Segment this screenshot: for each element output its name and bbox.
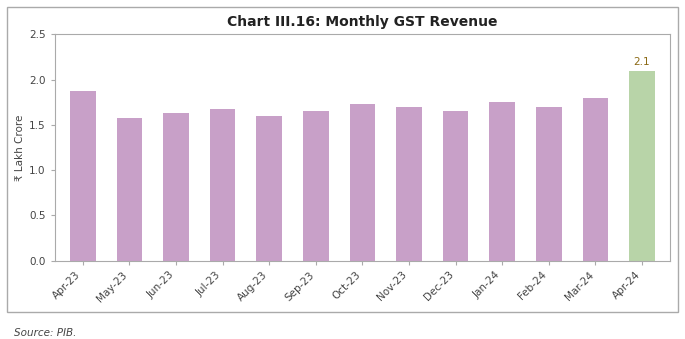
Bar — [536, 107, 562, 260]
Text: Source: PIB.: Source: PIB. — [14, 327, 76, 338]
Text: 2.1: 2.1 — [634, 57, 650, 67]
Bar — [303, 111, 329, 260]
Bar — [443, 111, 469, 260]
Title: Chart III.16: Monthly GST Revenue: Chart III.16: Monthly GST Revenue — [227, 15, 498, 29]
Bar — [583, 98, 608, 260]
Bar — [70, 91, 96, 260]
Bar — [349, 104, 375, 260]
Bar — [396, 107, 422, 260]
Bar — [210, 109, 236, 260]
Bar — [256, 116, 282, 260]
Y-axis label: ₹ Lakh Crore: ₹ Lakh Crore — [15, 114, 25, 181]
Bar — [116, 118, 142, 260]
Bar — [630, 71, 655, 260]
Bar — [489, 102, 515, 260]
Bar — [163, 113, 189, 260]
